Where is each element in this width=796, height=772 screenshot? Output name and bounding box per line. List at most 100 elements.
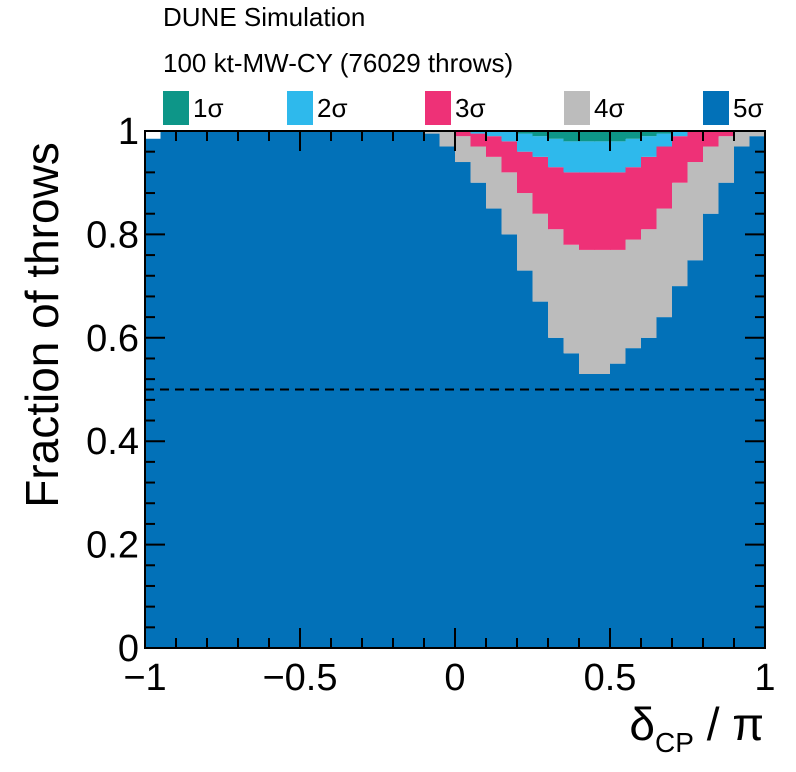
legend-swatch-5sigma [703,91,729,125]
bar-4sigma-bin-29 [594,249,611,374]
bar-1sigma-bin-25 [532,131,549,137]
bar-2sigma-bin-24 [517,133,534,152]
bar-2sigma-bin-23 [501,131,518,142]
bar-4sigma-bin-24 [517,193,534,271]
bar-1sigma-bin-29 [594,131,611,142]
bar-5sigma-bin-3 [191,131,208,648]
bar-3sigma-bin-20 [455,131,472,137]
legend-label-1sigma: 1σ [193,93,224,123]
bar-1sigma-bin-26 [548,131,565,139]
bar-1sigma-bin-31 [625,131,642,139]
bar-5sigma-bin-18 [424,133,441,648]
x-axis-label-delta: δ [629,698,655,750]
stacked-bars [145,131,766,649]
bar-3sigma-bin-32 [641,156,658,230]
bar-5sigma-bin-31 [625,348,642,648]
bar-2sigma-bin-27 [563,141,580,173]
bar-4sigma-bin-34 [672,182,689,287]
legend-label-5sigma: 5σ [733,93,764,123]
bar-2sigma-bin-25 [532,136,549,157]
bar-4sigma-bin-31 [625,239,642,349]
bar-5sigma-bin-5 [222,131,239,648]
bar-2sigma-bin-32 [641,136,658,157]
bar-3sigma-bin-22 [486,136,503,157]
bar-3sigma-bin-28 [579,172,596,250]
bar-5sigma-bin-27 [563,353,580,648]
bar-4sigma-bin-32 [641,229,658,338]
axis-ticks [144,130,766,649]
bar-1sigma-bin-24 [517,131,534,134]
legend-swatch-4sigma [564,91,590,125]
bar-3sigma-bin-29 [594,172,611,250]
bar-5sigma-bin-12 [331,131,348,648]
bar-5sigma-bin-34 [672,286,689,648]
legend-label-3sigma: 3σ [455,93,486,123]
bar-3sigma-bin-35 [687,131,704,163]
bar-2sigma-bin-33 [656,133,673,147]
bar-3sigma-bin-34 [672,136,689,183]
bar-4sigma-bin-20 [455,136,472,163]
x-tick-label: 0.5 [584,657,637,699]
y-tick-label: 1 [118,111,139,153]
bar-4sigma-bin-19 [439,131,456,147]
bar-4sigma-bin-35 [687,162,704,261]
x-axis-label-tail: / π [694,698,764,750]
bar-5sigma-bin-22 [486,208,503,649]
bar-4sigma-bin-38 [734,131,751,147]
bar-5sigma-bin-10 [300,131,317,648]
bar-3sigma-bin-27 [563,172,580,245]
bar-1sigma-bin-28 [579,131,596,142]
bar-5sigma-bin-33 [656,317,673,648]
x-axis-label: δCP / π [629,698,764,758]
bar-2sigma-bin-34 [672,131,689,137]
y-tick-label: 0.2 [86,525,139,567]
bar-3sigma-bin-25 [532,156,549,214]
bar-3sigma-bin-31 [625,167,642,240]
bar-3sigma-bin-21 [470,133,487,147]
bar-2sigma-bin-28 [579,141,596,173]
legend-swatch-3sigma [425,91,451,125]
bar-4sigma-bin-23 [501,172,518,235]
bar-4sigma-bin-21 [470,146,487,183]
bar-2sigma-bin-21 [470,131,487,134]
bar-5sigma-bin-29 [594,373,611,648]
legend-swatch-1sigma [163,91,189,125]
bar-2sigma-bin-29 [594,141,611,173]
y-tick-label: 0.8 [86,214,139,256]
bar-4sigma-bin-26 [548,229,565,338]
bar-5sigma-bin-35 [687,260,704,648]
bar-5sigma-bin-28 [579,373,596,648]
bar-5sigma-bin-4 [207,131,224,648]
bar-5sigma-bin-30 [610,363,627,648]
bar-4sigma-bin-28 [579,249,596,374]
bar-5sigma-bin-9 [284,131,301,648]
bar-5sigma-bin-38 [734,146,751,648]
bar-2sigma-bin-31 [625,138,642,168]
x-tick-label: −0.5 [262,657,337,699]
legend: 1σ 2σ 3σ 4σ 5σ [163,91,764,125]
bar-5sigma-bin-13 [346,131,363,648]
bar-5sigma-bin-39 [749,136,766,649]
bar-4sigma-bin-33 [656,208,673,318]
bar-3sigma-bin-30 [610,172,627,250]
bar-4sigma-bin-30 [610,249,627,364]
chart-title: DUNE Simulation [163,2,365,32]
bar-3sigma-bin-26 [548,167,565,230]
bar-4sigma-bin-27 [563,244,580,354]
bar-3sigma-bin-23 [501,141,518,173]
bar-4sigma-bin-22 [486,156,503,209]
bar-2sigma-bin-30 [610,141,627,173]
bar-5sigma-bin-11 [315,131,332,648]
x-tick-label: 1 [754,657,775,699]
axis-tick-labels: −1 −0.5 0 0.5 1 0 0.2 0.4 0.6 0.8 1 [86,111,775,699]
bar-4sigma-bin-37 [718,136,735,183]
bar-1sigma-bin-27 [563,131,580,142]
bar-5sigma-bin-8 [269,131,286,648]
bar-4sigma-bin-25 [532,213,549,302]
bar-4sigma-bin-36 [703,146,720,214]
bar-3sigma-bin-37 [718,131,735,137]
legend-label-2sigma: 2σ [317,93,348,123]
x-axis-label-subscript: CP [655,727,694,758]
bar-5sigma-bin-37 [718,182,735,648]
